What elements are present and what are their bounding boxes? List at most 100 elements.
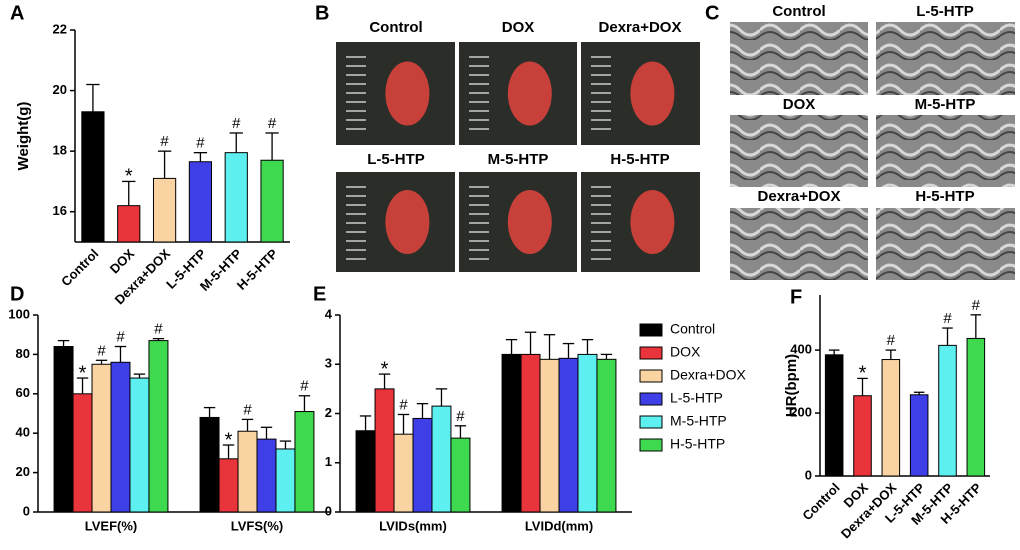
bar — [501, 353, 522, 513]
bar — [539, 358, 560, 513]
echo-image — [730, 22, 868, 95]
legend-swatch — [639, 415, 663, 429]
image-label: DOX — [783, 96, 816, 113]
panel-letter: F — [790, 286, 802, 308]
legend-swatch — [639, 346, 663, 360]
image-label: M-5-HTP — [915, 96, 976, 113]
annotation: # — [972, 297, 981, 314]
x-tick-label: LVEF(%) — [85, 518, 137, 533]
panel-letter: C — [705, 2, 719, 24]
legend-label: H-5-HTP — [670, 436, 725, 452]
annotation: # — [196, 135, 205, 152]
annotation: * — [79, 362, 87, 384]
annotation: # — [456, 408, 465, 425]
bar — [199, 416, 220, 513]
bar — [256, 438, 277, 513]
y-tick-label: 400 — [790, 342, 812, 357]
y-tick-label: 1 — [325, 454, 332, 469]
y-tick-label: 80 — [16, 346, 30, 361]
legend-swatch — [639, 392, 663, 406]
heart — [507, 190, 552, 254]
y-axis-label: HR(bpm) — [783, 354, 800, 417]
bar — [260, 159, 284, 243]
bar — [91, 363, 112, 513]
bar — [294, 411, 315, 513]
bar — [520, 353, 541, 513]
annotation: # — [887, 332, 896, 349]
legend-label: M-5-HTP — [670, 413, 727, 429]
bar — [853, 395, 872, 477]
legend-swatch — [639, 369, 663, 383]
y-tick-label: 60 — [16, 385, 30, 400]
image-label: Control — [772, 3, 825, 20]
echo-image — [876, 115, 1015, 187]
y-tick-label: 0 — [23, 503, 30, 518]
image-label: Dexra+DOX — [758, 188, 841, 205]
x-tick-label: DOX — [107, 246, 138, 277]
bar — [237, 430, 258, 513]
annotation: # — [399, 396, 408, 413]
x-tick-label: Control — [799, 480, 842, 523]
bar — [188, 161, 213, 243]
bar — [412, 417, 433, 513]
annotation: # — [268, 115, 277, 132]
annotation: # — [116, 328, 125, 345]
annotation: # — [243, 401, 252, 418]
echo-image — [876, 22, 1015, 95]
x-tick-label: LVIDd(mm) — [525, 518, 593, 533]
image-label: H-5-HTP — [610, 151, 669, 168]
bar — [53, 346, 74, 513]
annotation: * — [859, 363, 867, 385]
panel-letter: B — [315, 2, 329, 24]
y-tick-label: 22 — [53, 21, 67, 36]
x-tick-label: Control — [58, 246, 101, 289]
image-label: L-5-HTP — [916, 3, 974, 20]
bar — [450, 437, 471, 513]
bar — [117, 205, 141, 243]
y-tick-label: 18 — [53, 143, 67, 158]
annotation: * — [125, 166, 133, 188]
bar — [148, 340, 169, 513]
y-tick-label: 100 — [8, 306, 30, 321]
bar — [374, 388, 395, 513]
y-tick-label: 20 — [16, 464, 30, 479]
legend-swatch — [639, 323, 663, 337]
y-tick-label: 0 — [805, 467, 812, 482]
bar — [110, 361, 131, 513]
bar — [881, 359, 901, 477]
legend-label: Control — [670, 321, 715, 337]
image-label: M-5-HTP — [488, 151, 549, 168]
heart — [385, 61, 430, 126]
annotation: # — [943, 310, 952, 327]
y-tick-label: 4 — [325, 306, 333, 321]
x-tick-label: LVIDs(mm) — [379, 518, 447, 533]
bar — [431, 405, 452, 513]
heart — [507, 61, 552, 126]
y-tick-label: 16 — [53, 203, 67, 218]
bar — [218, 458, 239, 513]
bar — [355, 430, 376, 513]
annotation: # — [232, 115, 241, 132]
y-tick-label: 2 — [325, 405, 332, 420]
x-tick-label: LVFS(%) — [231, 518, 283, 533]
image-label: L-5-HTP — [367, 151, 425, 168]
annotation: # — [154, 321, 163, 338]
annotation: * — [381, 358, 389, 380]
annotation: # — [300, 378, 309, 395]
y-axis-label: Weight(g) — [15, 102, 32, 171]
bar — [577, 353, 598, 513]
image-label: Dexra+DOX — [599, 19, 682, 36]
image-label: DOX — [502, 19, 535, 36]
heart — [630, 190, 675, 254]
echo-image — [876, 208, 1015, 280]
legend-label: Dexra+DOX — [670, 367, 747, 383]
bar — [966, 337, 986, 477]
bar — [393, 433, 414, 513]
bar — [81, 111, 105, 243]
y-tick-label: 3 — [325, 356, 332, 371]
bar — [938, 344, 957, 477]
y-tick-label: 40 — [16, 425, 30, 440]
y-tick-label: 200 — [790, 404, 812, 419]
heart — [385, 190, 430, 254]
